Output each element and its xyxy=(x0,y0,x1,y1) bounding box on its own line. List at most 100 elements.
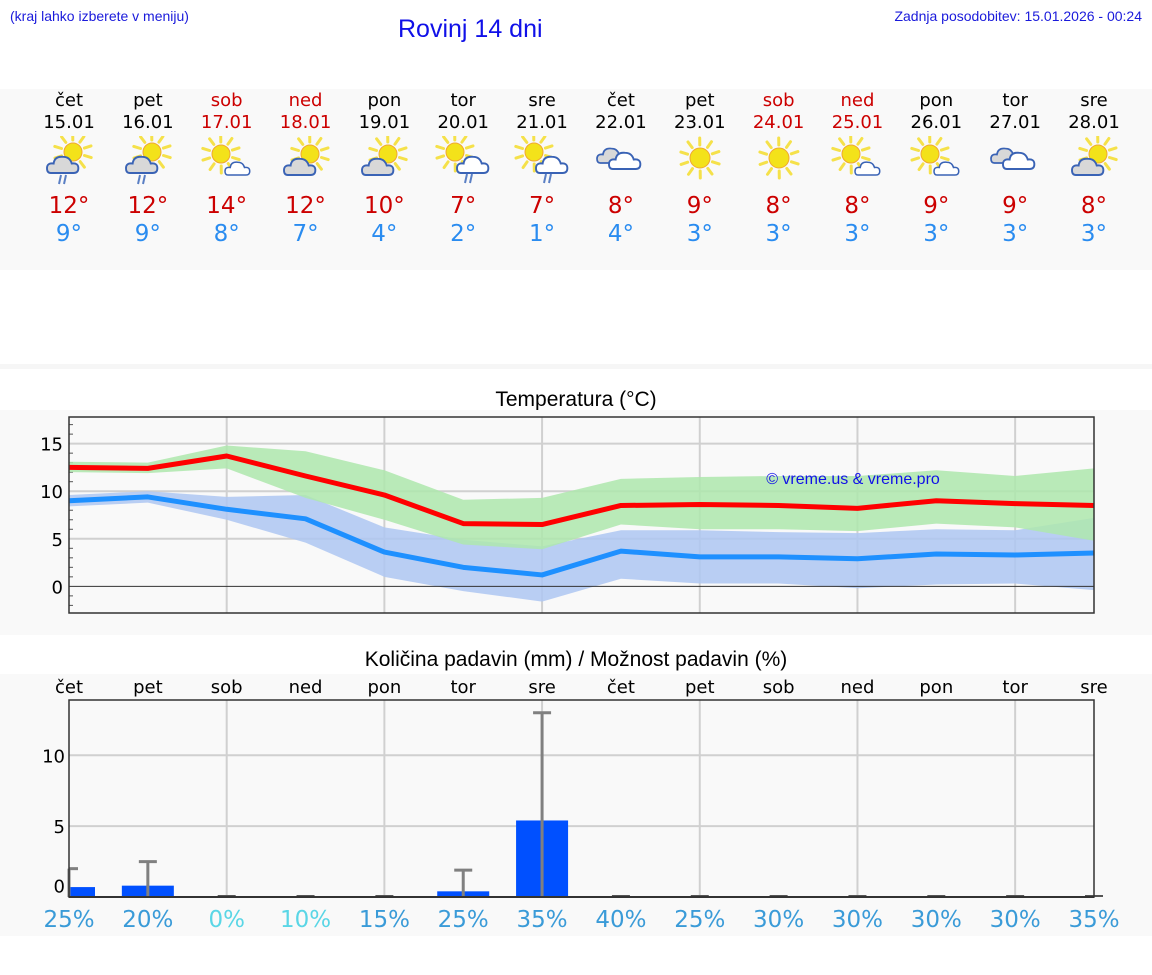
spacer xyxy=(0,270,1152,366)
precip-probability: 25% xyxy=(438,907,489,933)
day-forecast: tor 20.01 7° 2° xyxy=(424,89,502,248)
day-label: tor xyxy=(450,677,476,698)
day-label: pon xyxy=(367,677,401,698)
day-name: ned xyxy=(288,90,323,111)
sun-small-cloud-icon xyxy=(831,136,881,176)
day-name: sre xyxy=(1080,90,1108,111)
day-label: sre xyxy=(528,677,555,698)
max-temp: 12° xyxy=(127,193,169,219)
cloudy-icon xyxy=(596,147,642,170)
min-temp: 3° xyxy=(844,221,871,247)
min-temp: 3° xyxy=(1080,221,1108,247)
day-name: ned xyxy=(840,90,875,111)
day-label: ned xyxy=(841,677,875,698)
partly-cloudy-rain-icon xyxy=(124,136,172,185)
day-forecast: pon 19.01 10° 4° xyxy=(345,89,423,248)
sun-cloud-rain-icon xyxy=(514,136,569,184)
day-label: pet xyxy=(133,677,163,698)
precip-probability: 15% xyxy=(359,907,410,933)
day-forecast: sob 17.01 14° 8° xyxy=(188,89,266,248)
day-name: sob xyxy=(762,90,795,111)
day-date: 23.01 xyxy=(674,112,726,133)
day-forecast: tor 27.01 9° 3° xyxy=(976,89,1054,248)
max-temp: 8° xyxy=(1080,193,1108,219)
max-temp: 8° xyxy=(607,193,634,219)
day-date: 18.01 xyxy=(279,112,332,133)
day-label: sre xyxy=(1080,677,1107,698)
min-temp: 2° xyxy=(450,221,477,247)
precip-probability: 0% xyxy=(208,907,245,933)
precip-chart-bg xyxy=(0,674,1152,936)
day-name: pon xyxy=(367,90,402,111)
max-temp: 9° xyxy=(923,193,950,219)
day-label: pet xyxy=(685,677,715,698)
precip-probability: 35% xyxy=(517,907,568,933)
day-date: 22.01 xyxy=(595,112,647,133)
y-tick-label: 5 xyxy=(54,817,65,838)
partly-cloudy-icon xyxy=(1071,136,1118,176)
day-date: 28.01 xyxy=(1068,112,1120,133)
min-temp: 4° xyxy=(607,221,634,247)
day-forecast: ned 18.01 12° 7° xyxy=(267,89,345,248)
min-temp: 3° xyxy=(686,221,713,247)
day-forecast: čet 15.01 12° 9° xyxy=(30,89,108,248)
day-forecast: pet 23.01 9° 3° xyxy=(661,89,739,248)
y-tick-label: 10 xyxy=(42,746,65,767)
day-name: pet xyxy=(133,90,163,111)
y-tick-label: 0 xyxy=(54,877,65,898)
page-title: Rovinj 14 dni xyxy=(398,15,543,43)
day-name: tor xyxy=(1002,90,1028,111)
cloudy-icon xyxy=(990,147,1036,170)
max-temp: 9° xyxy=(1002,193,1029,219)
day-date: 19.01 xyxy=(358,112,411,133)
day-forecast: pet 16.01 12° 9° xyxy=(109,89,187,248)
day-date: 25.01 xyxy=(831,112,884,133)
precip-probability: 35% xyxy=(1068,907,1119,933)
day-date: 20.01 xyxy=(437,112,489,133)
max-temp: 12° xyxy=(48,193,90,219)
precip-probability: 10% xyxy=(280,907,331,933)
day-forecast: sre 21.01 7° 1° xyxy=(503,89,581,248)
day-forecast: sob 24.01 8° 3° xyxy=(740,89,818,248)
min-temp: 3° xyxy=(923,221,950,247)
day-label: ned xyxy=(289,677,323,698)
day-date: 26.01 xyxy=(910,112,963,133)
precip-probability: 30% xyxy=(832,907,883,933)
day-date: 24.01 xyxy=(752,112,805,133)
day-date: 27.01 xyxy=(989,112,1041,133)
min-temp: 7° xyxy=(292,221,319,247)
min-temp: 3° xyxy=(765,221,792,247)
day-name: čet xyxy=(606,90,635,111)
precip-probability: 25% xyxy=(674,907,725,933)
y-tick-label: 5 xyxy=(52,530,63,551)
precip-probability: 25% xyxy=(43,907,94,933)
day-label: pon xyxy=(919,677,953,698)
precip-bar xyxy=(69,887,95,897)
min-temp: 4° xyxy=(371,221,398,247)
day-date: 21.01 xyxy=(516,112,568,133)
min-temp: 3° xyxy=(1002,221,1029,247)
min-temp: 8° xyxy=(213,221,240,247)
temp-chart-title: Temperatura (°C) xyxy=(495,388,657,411)
sun-small-cloud-icon xyxy=(910,136,960,176)
daily-forecast-panel: čet 15.01 12° 9° pet 16.01 12° 9° sob 17.01 14° 8° n… xyxy=(0,89,1152,270)
precip-chart: 10 5 0 čet pet sob ned pon tor sre čet pet sob ned pon… xyxy=(42,677,1119,933)
watermark: © vreme.us & vreme.pro xyxy=(766,471,940,488)
y-tick-label: 0 xyxy=(52,577,63,598)
day-label: tor xyxy=(1002,677,1028,698)
sun-icon xyxy=(758,136,800,180)
sun-cloud-rain-icon xyxy=(435,136,490,184)
day-label: čet xyxy=(55,677,83,698)
day-name: sob xyxy=(210,90,243,111)
y-tick-label: 10 xyxy=(40,482,63,503)
precip-probability: 30% xyxy=(990,907,1041,933)
day-label: sob xyxy=(763,677,795,698)
y-tick-label: 15 xyxy=(40,435,63,456)
sun-icon xyxy=(679,136,721,180)
day-forecast: sre 28.01 8° 3° xyxy=(1055,89,1133,248)
precip-chart-title: Količina padavin (mm) / Možnost padavin … xyxy=(364,648,788,671)
day-name: tor xyxy=(450,90,476,111)
max-temp: 12° xyxy=(285,193,326,219)
last-update: Zadnja posodobitev: 15.01.2026 - 00:24 xyxy=(894,8,1142,24)
divider xyxy=(0,364,1152,369)
